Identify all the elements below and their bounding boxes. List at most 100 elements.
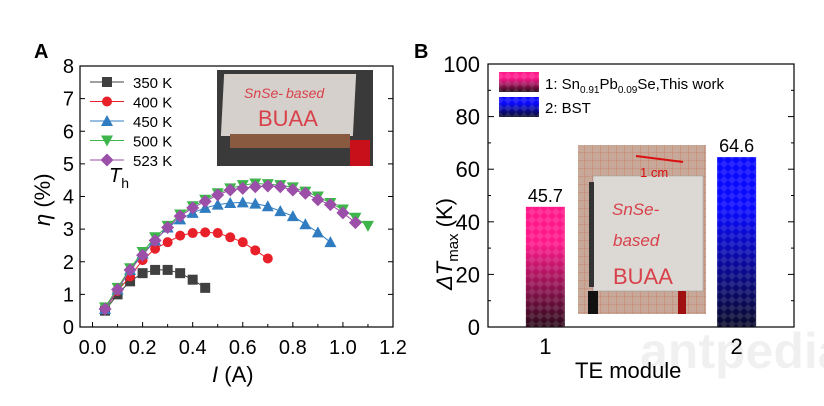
svg-text:BUAA: BUAA: [258, 106, 318, 131]
data-point: [311, 226, 324, 238]
data-label: 45.7: [528, 186, 563, 206]
data-point: [223, 183, 237, 197]
legend-marker: [101, 135, 113, 147]
data-point: [211, 198, 224, 210]
legend-marker: [102, 96, 112, 107]
data-point: [150, 264, 161, 275]
bar-pattern: [525, 206, 565, 327]
data-point: [98, 302, 112, 316]
x-tick-label: 0.0: [79, 337, 107, 359]
data-point: [211, 188, 225, 202]
axis-ticks-b: 0 20 40 60 80 100: [443, 52, 794, 340]
data-point: [162, 237, 173, 248]
y-tick-label: 60: [456, 157, 480, 182]
data-point: [186, 201, 200, 215]
legend-a: 350 K 400 K 450 K 500 K 523 K: [90, 75, 172, 170]
y-tick-label: 3: [63, 219, 74, 241]
svg-text:BUAA: BUAA: [613, 264, 673, 289]
x-tick-label: 0.4: [179, 337, 207, 359]
x-tick-label: 1.2: [379, 337, 407, 359]
data-point: [261, 200, 274, 212]
data-point: [262, 253, 273, 264]
data-point: [175, 230, 186, 241]
svg-text:based: based: [613, 231, 660, 250]
y-tick-label: 0: [63, 317, 74, 339]
y-tick-label: 100: [443, 52, 480, 77]
data-point: [348, 216, 362, 230]
data-point: [248, 180, 262, 194]
bar-pattern: [717, 157, 757, 327]
data-point: [361, 220, 374, 232]
x-tick-label: 2: [731, 334, 743, 359]
legend-marker: [101, 115, 113, 126]
y-tick-label: 6: [63, 121, 74, 143]
data-point: [274, 205, 287, 217]
x-tick-label: 0.6: [229, 337, 257, 359]
data-point: [299, 218, 312, 230]
data-point: [298, 186, 312, 200]
panel-label-b: B: [414, 41, 428, 63]
data-label: 64.6: [719, 136, 754, 156]
legend-marker: [100, 153, 114, 167]
y-tick-label: 40: [456, 210, 480, 235]
data-point: [336, 206, 350, 220]
legend-b: 1: Sn0.91Pb0.09Se,This work 2: BST: [499, 72, 725, 117]
legend-title-a: Th: [109, 165, 129, 191]
data-point: [161, 220, 175, 234]
y-axis-label-b: ΔTmax (K): [432, 198, 462, 291]
data-point: [212, 228, 223, 239]
y-tick-label: 20: [456, 262, 480, 287]
series-523k: [98, 179, 362, 316]
y-tick-label: 4: [63, 187, 74, 209]
y-tick-label: 80: [456, 105, 480, 130]
data-point: [173, 209, 187, 223]
data-point: [236, 196, 249, 208]
data-point: [187, 228, 198, 239]
data-point: [137, 268, 148, 279]
svg-text:SnSe-: SnSe-: [612, 200, 660, 219]
inset-photo-b: 1 cm SnSe- based BUAA: [578, 145, 706, 314]
x-tick-label: 0.8: [279, 337, 307, 359]
legend-label: 500 K: [133, 134, 172, 151]
x-tick-label: 0.2: [129, 337, 157, 359]
data-point: [200, 282, 211, 293]
data-point: [237, 237, 248, 248]
data-point: [224, 197, 237, 209]
bars-group-b: 45.7 1 64.6 2: [525, 136, 757, 359]
data-point: [273, 180, 287, 194]
data-point: [148, 234, 162, 248]
data-point: [323, 198, 337, 212]
x-tick-label: 1: [539, 334, 551, 359]
data-point: [286, 210, 299, 222]
data-point: [175, 268, 186, 279]
data-point: [236, 181, 250, 195]
data-point: [111, 282, 125, 296]
panel-a: A 0.0 0.2 0.4 0.6 0.8 1.0 1.2 0 1 2 3 4 5 6 7 8 SnSe- b…: [30, 41, 407, 387]
scale-bar-label: 1 cm: [640, 165, 668, 180]
legend-label: 523 K: [133, 153, 172, 170]
svg-text:based: based: [286, 85, 325, 101]
data-point: [162, 264, 173, 275]
legend-label-1: 1: Sn0.91Pb0.09Se,This work: [545, 76, 725, 96]
y-tick-label: 8: [63, 56, 74, 78]
data-point: [286, 183, 300, 197]
y-axis-label-a: η (%): [30, 173, 55, 226]
data-point: [249, 197, 262, 209]
x-axis-label-b: TE module: [575, 358, 681, 383]
data-point: [200, 227, 211, 238]
data-point: [187, 274, 198, 285]
panel-label-a: A: [34, 41, 48, 63]
data-point: [150, 243, 161, 254]
y-tick-label: 2: [63, 252, 74, 274]
data-point: [123, 263, 137, 277]
x-tick-label: 1.0: [329, 337, 357, 359]
data-point: [250, 245, 261, 256]
y-tick-label: 7: [63, 89, 74, 111]
inset-photo-a: SnSe- based BUAA: [217, 70, 373, 166]
data-point: [136, 248, 150, 262]
watermark: antpedia: [640, 323, 824, 379]
series-450k: [99, 196, 337, 315]
y-tick-label: 5: [63, 154, 74, 176]
panel-b: B 0 20 40 60 80 100 45.7 1 64.6 2 1 cm SnSe- bas…: [414, 41, 795, 383]
data-point: [261, 179, 275, 193]
